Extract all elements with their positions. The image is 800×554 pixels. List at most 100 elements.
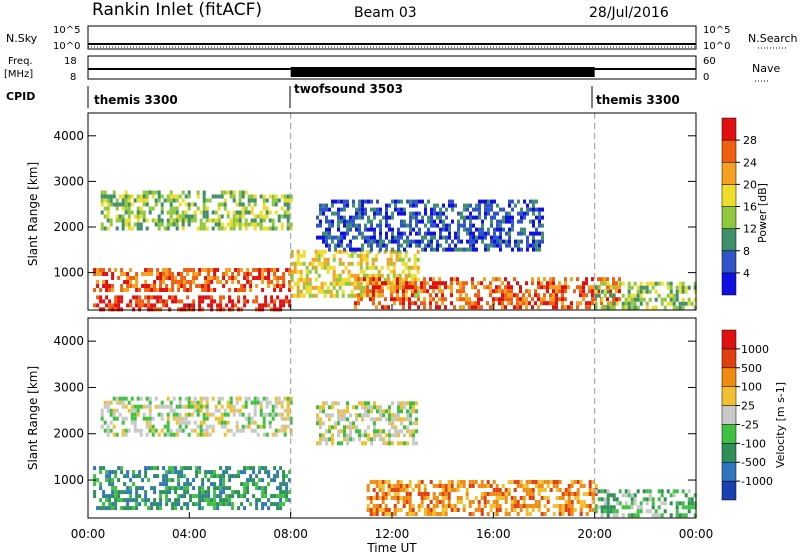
echo-cell: [195, 272, 199, 276]
echo-cell: [416, 265, 420, 270]
echo-cell: [642, 489, 646, 494]
echo-cell: [367, 199, 370, 204]
echo-cell: [552, 305, 555, 310]
echo-cell: [441, 500, 445, 504]
echo-cell: [483, 500, 487, 504]
echo-cell: [243, 303, 247, 308]
echo-cell: [178, 404, 182, 409]
echo-cell: [181, 190, 185, 195]
echo-cell: [235, 222, 239, 227]
x-tick-label: 16:00: [476, 527, 511, 541]
echo-cell: [416, 277, 420, 282]
echo-cell: [114, 474, 118, 479]
echo-cell: [162, 303, 166, 308]
echo-cell: [384, 297, 387, 302]
echo-cell: [499, 239, 502, 244]
echo-cell: [489, 281, 492, 286]
echo-cell: [411, 504, 415, 508]
echo-cell: [502, 215, 505, 220]
nave-label: Nave: [752, 62, 780, 75]
echo-cell: [362, 293, 366, 298]
echo-cell: [391, 421, 394, 426]
echo-cell: [457, 235, 460, 240]
echo-cell: [250, 218, 254, 223]
echo-cell: [522, 301, 525, 306]
echo-cell: [609, 493, 613, 498]
echo-cell: [99, 272, 103, 276]
echo-cell: [126, 506, 130, 511]
echo-cell: [448, 199, 451, 204]
echo-cell: [240, 502, 244, 507]
echo-cell: [642, 289, 646, 294]
echo-cell: [337, 211, 340, 216]
echo-cell: [177, 307, 181, 312]
echo-cell: [579, 484, 583, 488]
echo-cell: [171, 295, 175, 300]
echo-cell: [207, 303, 211, 308]
echo-cell: [150, 268, 154, 272]
echo-cell: [147, 288, 151, 292]
echo-cell: [364, 405, 367, 410]
echo-cell: [508, 235, 511, 240]
echo-cell: [379, 243, 382, 248]
echo-cell: [214, 218, 218, 223]
echo-cell: [165, 288, 169, 292]
echo-cell: [183, 288, 187, 292]
echo-cell: [235, 428, 239, 433]
echo-cell: [424, 223, 427, 228]
echo-cell: [384, 281, 387, 286]
echo-cell: [193, 404, 197, 409]
echo-cell: [175, 416, 179, 421]
echo-cell: [157, 190, 161, 195]
echo-cell: [325, 239, 328, 244]
echo-cell: [492, 301, 495, 306]
echo-cell: [561, 492, 565, 496]
echo-cell: [441, 496, 445, 500]
echo-cell: [535, 247, 538, 252]
echo-cell: [112, 396, 116, 401]
echo-cell: [169, 408, 173, 413]
echo-cell: [600, 277, 603, 282]
echo-cell: [232, 222, 236, 227]
echo-cell: [484, 235, 487, 240]
echo-cell: [412, 409, 415, 414]
echo-cell: [165, 272, 169, 276]
echo-cell: [279, 288, 283, 292]
echo-cell: [133, 428, 137, 433]
echo-cell: [326, 285, 330, 290]
echo-cell: [648, 489, 652, 494]
echo-cell: [271, 408, 275, 413]
echo-cell: [196, 226, 200, 231]
echo-cell: [370, 227, 373, 232]
echo-cell: [267, 474, 271, 479]
echo-cell: [615, 509, 619, 514]
echo-cell: [400, 243, 403, 248]
echo-cell: [317, 261, 321, 266]
echo-cell: [606, 505, 610, 510]
echo-cell: [387, 508, 391, 512]
echo-cell: [186, 303, 190, 308]
echo-cell: [192, 268, 196, 272]
echo-cell: [126, 272, 130, 276]
echo-cell: [481, 227, 484, 232]
echo-cell: [388, 429, 391, 434]
echo-cell: [486, 480, 490, 484]
echo-cell: [166, 210, 170, 215]
echo-cell: [165, 502, 169, 507]
echo-cell: [214, 404, 218, 409]
echo-cell: [316, 215, 319, 220]
echo-cell: [153, 490, 157, 495]
echo-cell: [232, 214, 236, 219]
echo-cell: [594, 285, 598, 290]
echo-cell: [124, 222, 128, 227]
echo-cell: [531, 305, 534, 310]
echo-cell: [594, 489, 598, 494]
echo-cell: [127, 408, 131, 413]
echo-cell: [325, 413, 328, 418]
echo-cell: [684, 285, 688, 290]
echo-cell: [290, 269, 294, 274]
echo-cell: [460, 239, 463, 244]
echo-cell: [489, 492, 493, 496]
echo-cell: [514, 203, 517, 208]
echo-cell: [210, 288, 214, 292]
